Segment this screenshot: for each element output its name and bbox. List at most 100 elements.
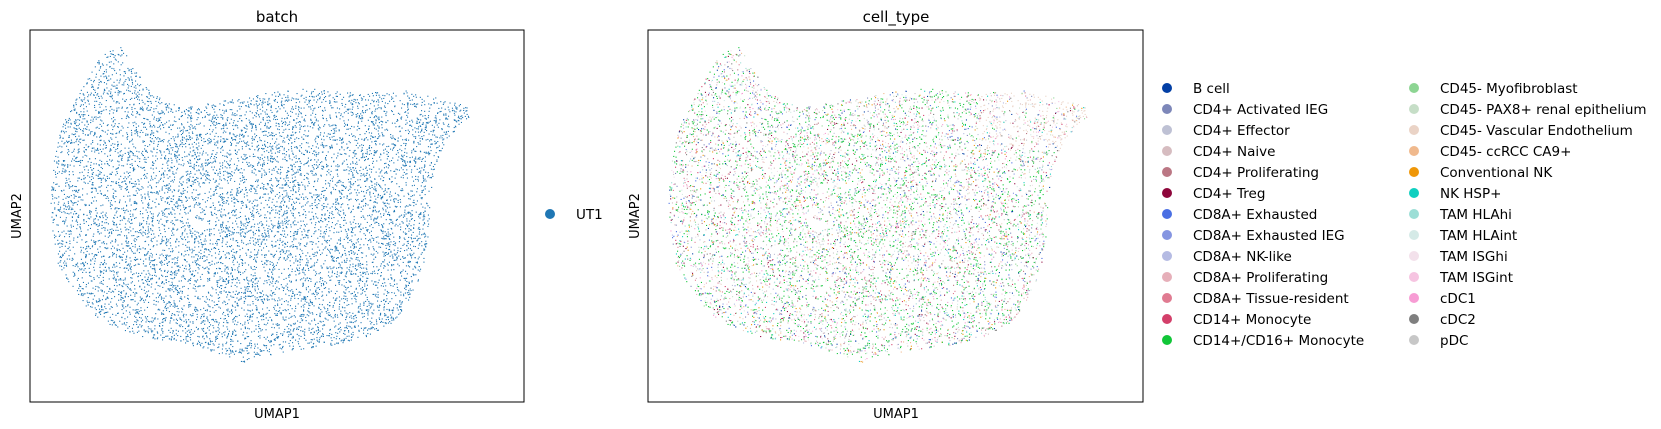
batch-point xyxy=(241,172,243,174)
batch-point xyxy=(299,244,301,246)
batch-point xyxy=(273,236,275,238)
batch-point xyxy=(416,200,418,202)
batch-point xyxy=(279,299,281,301)
batch-point xyxy=(277,323,279,325)
batch-point xyxy=(60,136,62,138)
batch-point xyxy=(290,134,292,136)
batch-point xyxy=(232,125,234,127)
batch-point xyxy=(347,189,349,191)
batch-point xyxy=(354,321,356,323)
batch-point xyxy=(138,245,140,247)
batch-point xyxy=(89,213,91,215)
batch-point xyxy=(287,195,289,197)
batch-point xyxy=(407,102,409,104)
batch-point xyxy=(208,234,210,236)
batch-point xyxy=(359,134,361,136)
batch-point xyxy=(382,261,384,263)
batch-point xyxy=(139,316,141,318)
batch-point xyxy=(172,149,174,151)
batch-point xyxy=(338,306,340,308)
batch-point xyxy=(425,127,427,129)
batch-point xyxy=(298,326,300,328)
batch-point xyxy=(174,303,176,305)
batch-point xyxy=(189,165,191,167)
batch-point xyxy=(386,298,388,300)
batch-point xyxy=(225,257,227,259)
batch-point xyxy=(268,236,270,238)
batch-point xyxy=(325,159,327,161)
batch-point xyxy=(411,150,413,152)
batch-point xyxy=(403,243,405,245)
batch-point xyxy=(291,159,293,161)
batch-point xyxy=(361,200,363,202)
batch-point xyxy=(172,305,174,307)
batch-point xyxy=(204,309,206,311)
batch-point xyxy=(254,290,256,292)
batch-point xyxy=(275,206,277,208)
batch-point xyxy=(114,241,116,243)
batch-point xyxy=(148,244,150,246)
batch-point xyxy=(207,304,209,306)
batch-point xyxy=(339,139,341,141)
batch-point xyxy=(241,292,243,294)
batch-point xyxy=(117,208,119,210)
batch-point xyxy=(237,304,239,306)
batch-point xyxy=(260,209,262,211)
batch-point xyxy=(80,251,82,253)
batch-point xyxy=(372,124,374,126)
batch-point xyxy=(191,256,193,258)
batch-point xyxy=(375,151,377,153)
batch-point xyxy=(258,170,260,172)
batch-point xyxy=(84,293,86,295)
batch-point xyxy=(323,263,325,265)
batch-point xyxy=(203,141,205,143)
batch-point xyxy=(99,102,101,104)
batch-point xyxy=(349,193,351,195)
batch-point xyxy=(286,326,288,328)
batch-point xyxy=(52,212,54,214)
batch-point xyxy=(360,252,362,254)
batch-point xyxy=(334,313,336,315)
batch-point xyxy=(425,243,427,245)
batch-point xyxy=(352,244,354,246)
batch-point xyxy=(157,182,159,184)
batch-point xyxy=(101,129,103,131)
batch-point xyxy=(245,154,247,156)
batch-point xyxy=(202,182,204,184)
batch-point xyxy=(174,116,176,118)
batch-point xyxy=(381,225,383,227)
batch-point xyxy=(120,143,122,145)
batch-point xyxy=(410,218,412,220)
batch-point xyxy=(70,201,72,203)
batch-point xyxy=(86,241,88,243)
batch-point xyxy=(118,184,120,186)
batch-point xyxy=(305,339,307,341)
batch-point xyxy=(73,104,75,106)
batch-point xyxy=(198,242,200,244)
batch-point xyxy=(264,236,266,238)
batch-point xyxy=(250,103,252,105)
batch-point xyxy=(279,135,281,137)
batch-point xyxy=(219,172,221,174)
batch-point xyxy=(325,218,327,220)
batch-point xyxy=(225,291,227,293)
batch-point xyxy=(353,326,355,328)
batch-point xyxy=(226,236,228,238)
batch-point xyxy=(399,100,401,102)
batch-point xyxy=(308,322,310,324)
batch-point xyxy=(248,201,250,203)
batch-point xyxy=(129,288,131,290)
batch-point xyxy=(261,168,263,170)
batch-point xyxy=(150,125,152,127)
batch-point xyxy=(66,140,68,142)
batch-point xyxy=(274,225,276,227)
batch-point xyxy=(289,273,291,275)
batch-point xyxy=(358,285,360,287)
batch-point xyxy=(353,216,355,218)
batch-point xyxy=(145,149,147,151)
batch-point xyxy=(345,124,347,126)
batch-point xyxy=(371,132,373,134)
batch-point xyxy=(120,55,122,57)
batch-point xyxy=(142,131,144,133)
batch-point xyxy=(391,254,393,256)
